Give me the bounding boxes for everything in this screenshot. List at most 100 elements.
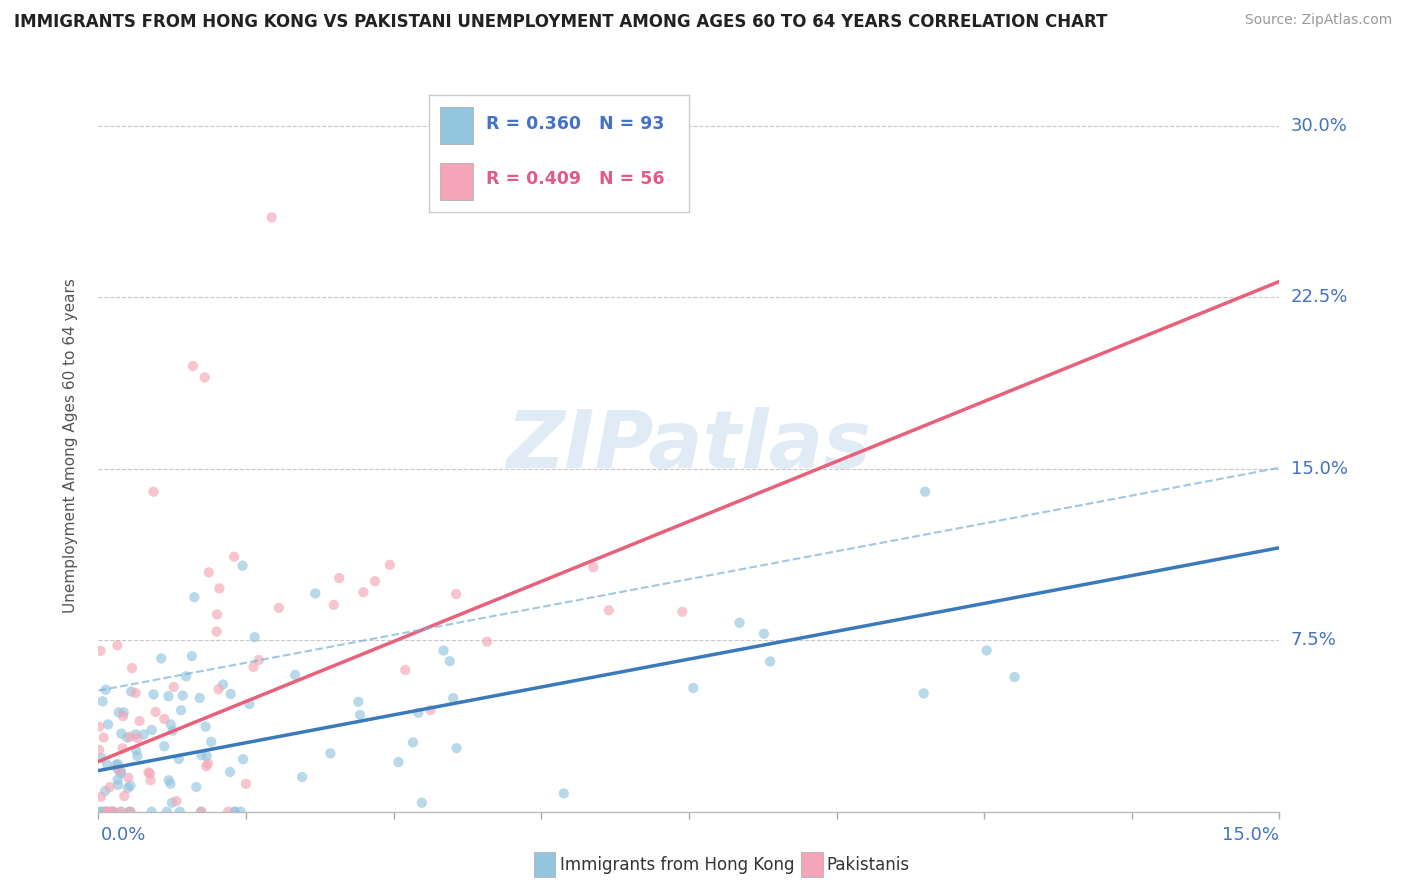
Point [90, 805, 112, 819]
Point [132, 727, 155, 741]
Point [111, 741, 134, 756]
Point [205, 607, 228, 622]
Point [441, 691, 464, 706]
Point [1004, 670, 1026, 684]
Point [94, 784, 117, 798]
Text: 15.0%: 15.0% [1222, 826, 1279, 844]
Point [328, 571, 350, 585]
Point [141, 805, 163, 819]
Point [96, 757, 118, 772]
Point [115, 731, 138, 745]
Text: ZIPatlas: ZIPatlas [506, 407, 872, 485]
Point [475, 634, 498, 648]
Point [347, 695, 370, 709]
Point [728, 615, 751, 630]
Point [159, 717, 181, 731]
Point [174, 669, 197, 683]
Text: Immigrants from Hong Kong: Immigrants from Hong Kong [560, 856, 794, 874]
Point [141, 723, 163, 737]
Point [238, 697, 260, 711]
Point [319, 747, 342, 761]
Point [247, 653, 270, 667]
Point [172, 689, 194, 703]
Point [229, 805, 252, 819]
Point [96, 805, 118, 819]
Point [118, 805, 141, 819]
Point [194, 370, 217, 384]
Point [195, 759, 218, 773]
Point [98, 780, 121, 794]
Point [232, 752, 254, 766]
Point [671, 605, 693, 619]
Point [242, 660, 264, 674]
Point [142, 484, 165, 499]
Point [195, 749, 218, 764]
Text: 0.0%: 0.0% [101, 826, 146, 844]
Point [90, 789, 112, 804]
Point [219, 687, 242, 701]
Point [105, 757, 128, 772]
Point [267, 601, 290, 615]
Point [156, 805, 179, 819]
Point [120, 805, 142, 819]
Point [553, 786, 575, 800]
Y-axis label: Unemployment Among Ages 60 to 64 years: Unemployment Among Ages 60 to 64 years [63, 278, 77, 614]
Point [110, 805, 132, 819]
Point [444, 587, 467, 601]
Text: Pakistanis: Pakistanis [827, 856, 910, 874]
Point [166, 794, 188, 808]
Point [181, 359, 204, 373]
Point [446, 741, 468, 756]
Point [170, 703, 193, 717]
Point [108, 764, 131, 778]
Point [107, 706, 129, 720]
Point [120, 684, 142, 698]
Point [94, 805, 117, 819]
Point [107, 757, 129, 772]
Point [159, 777, 181, 791]
Point [190, 805, 212, 819]
Point [112, 709, 135, 723]
Point [411, 796, 433, 810]
Point [432, 643, 454, 657]
Point [117, 780, 139, 795]
Point [97, 805, 120, 819]
Point [117, 771, 139, 785]
Point [150, 651, 173, 665]
Point [232, 558, 254, 573]
Point [89, 644, 111, 658]
Point [118, 730, 141, 744]
Text: IMMIGRANTS FROM HONG KONG VS PAKISTANI UNEMPLOYMENT AMONG AGES 60 TO 64 YEARS CO: IMMIGRANTS FROM HONG KONG VS PAKISTANI U… [14, 13, 1108, 31]
Point [139, 773, 162, 788]
Point [364, 574, 387, 589]
Point [224, 805, 246, 819]
Point [912, 686, 935, 700]
Point [194, 720, 217, 734]
Point [439, 654, 461, 668]
Text: 7.5%: 7.5% [1291, 632, 1337, 649]
Point [90, 751, 112, 765]
Point [322, 598, 344, 612]
Point [169, 805, 191, 819]
Point [110, 766, 132, 780]
Point [419, 703, 441, 717]
Point [145, 705, 167, 719]
Point [582, 560, 605, 574]
Point [124, 686, 146, 700]
Point [284, 668, 307, 682]
Point [112, 789, 135, 803]
Point [101, 805, 124, 819]
Point [89, 805, 111, 819]
Point [190, 748, 212, 763]
Point [127, 749, 149, 764]
Point [128, 714, 150, 728]
Point [224, 549, 246, 564]
Point [91, 694, 114, 708]
Point [200, 735, 222, 749]
Point [125, 743, 148, 757]
Point [125, 727, 148, 741]
Point [127, 731, 149, 745]
Point [260, 211, 283, 225]
Point [89, 720, 111, 734]
Point [219, 764, 242, 779]
